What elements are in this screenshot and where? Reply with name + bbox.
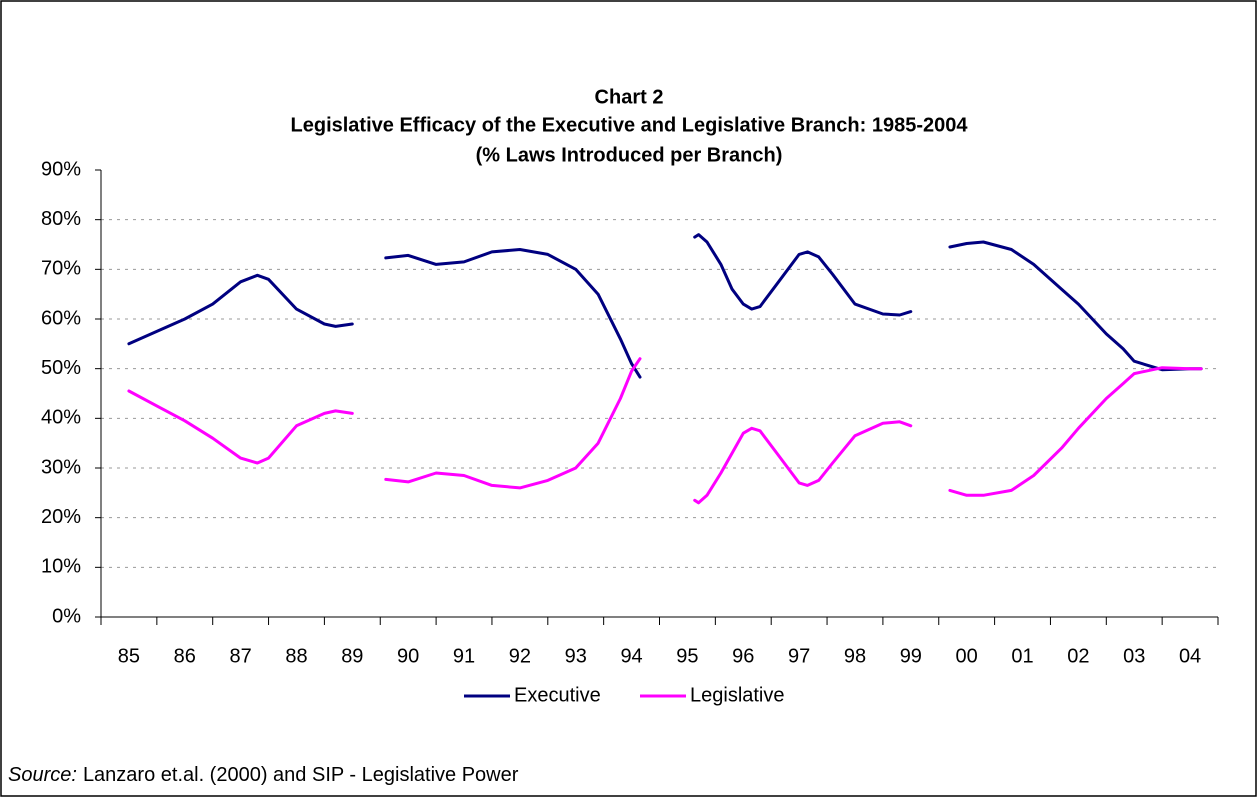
legend-label: Executive xyxy=(514,684,601,706)
x-tick-label: 87 xyxy=(230,645,252,667)
y-tick-label: 10% xyxy=(41,556,81,578)
x-tick-label: 00 xyxy=(956,645,978,667)
chart-subtitle: Legislative Efficacy of the Executive an… xyxy=(291,114,969,136)
x-tick-label: 89 xyxy=(341,645,363,667)
x-tick-label: 01 xyxy=(1011,645,1033,667)
y-tick-label: 0% xyxy=(52,605,81,627)
x-tick-label: 93 xyxy=(565,645,587,667)
series-line xyxy=(127,233,1203,379)
legend-label: Legislative xyxy=(690,684,785,706)
note-text: Lanzaro et.al. (2000) and SIP - Legislat… xyxy=(83,764,519,786)
y-tick-label: 40% xyxy=(41,407,81,429)
y-tick-label: 70% xyxy=(41,258,81,280)
chart-subtitle: (% Laws Introduced per Branch) xyxy=(476,144,783,166)
series-line xyxy=(127,357,1203,505)
y-tick-label: 80% xyxy=(41,208,81,230)
x-tick-label: 90 xyxy=(397,645,419,667)
note-label: Source: xyxy=(8,764,77,786)
x-tick-label: 96 xyxy=(732,645,754,667)
x-tick-label: 91 xyxy=(453,645,475,667)
x-tick-label: 04 xyxy=(1179,645,1201,667)
x-tick-label: 95 xyxy=(676,645,698,667)
x-tick-label: 92 xyxy=(509,645,531,667)
y-tick-label: 20% xyxy=(41,506,81,528)
y-tick-label: 50% xyxy=(41,357,81,379)
note: Source: Lanzaro et.al. (2000) and SIP - L… xyxy=(8,764,519,786)
x-tick-label: 03 xyxy=(1123,645,1145,667)
x-tick-label: 86 xyxy=(174,645,196,667)
y-tick-label: 90% xyxy=(41,158,81,180)
x-tick-label: 97 xyxy=(788,645,810,667)
x-tick-label: 98 xyxy=(844,645,866,667)
chart-title: Chart 2 xyxy=(595,86,664,108)
y-tick-label: 30% xyxy=(41,456,81,478)
x-tick-label: 85 xyxy=(118,645,140,667)
x-tick-label: 88 xyxy=(285,645,307,667)
x-tick-label: 02 xyxy=(1067,645,1089,667)
x-tick-label: 94 xyxy=(620,645,642,667)
x-tick-label: 99 xyxy=(900,645,922,667)
y-tick-label: 60% xyxy=(41,307,81,329)
